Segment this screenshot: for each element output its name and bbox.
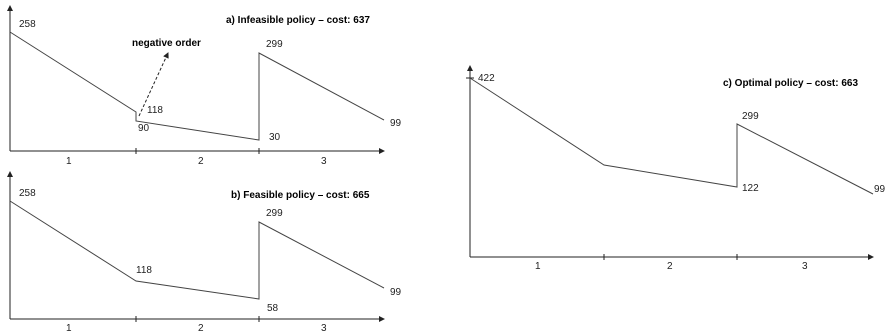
panel-b-title: b) Feasible policy – cost: 665 [231,190,370,201]
panel-b-period-label: 3 [321,323,327,334]
panel-c-inventory-line [469,77,874,195]
panel-c-period-label: 1 [535,261,541,272]
panel-a-value-label: 99 [390,118,402,129]
panel-c-title: c) Optimal policy – cost: 663 [723,78,858,89]
panel-a: a) Infeasible policy – cost: 637 negativ… [7,5,402,167]
panel-a-value-label: 30 [269,132,281,143]
panel-b-value-label: 258 [19,188,36,199]
panel-b-value-label: 299 [266,208,283,219]
panel-b-period-label: 2 [198,323,204,334]
panel-c-value-label: 122 [742,183,759,194]
panel-b-value-label: 118 [136,265,152,276]
panel-b-value-label: 58 [267,303,279,314]
panel-a-period-label: 1 [66,156,72,167]
panel-a-value-label: 118 [147,105,163,116]
panel-a-period-label: 2 [198,156,204,167]
panel-b-inventory-line [9,200,385,300]
panel-a-title: a) Infeasible policy – cost: 637 [226,15,370,26]
panel-b: b) Feasible policy – cost: 665 258 118 5… [7,171,402,334]
panel-c-value-label: 299 [742,111,759,122]
panel-c-value-label: 99 [874,184,886,195]
negative-order-label: negative order [132,38,201,49]
panel-a-value-label: 90 [138,123,150,134]
panel-c-value-label: 422 [478,73,495,84]
panel-b-period-label: 1 [66,323,72,334]
panel-a-inventory-line [9,31,385,141]
negative-order-arrow [138,52,169,117]
panel-c: c) Optimal policy – cost: 663 422 122 29… [466,65,886,272]
panel-c-period-label: 3 [802,261,808,272]
panel-c-period-label: 2 [667,261,673,272]
panel-a-value-label: 258 [19,19,36,30]
panel-a-value-label: 299 [266,39,283,50]
panel-b-value-label: 99 [390,287,402,298]
panel-a-period-label: 3 [321,156,327,167]
